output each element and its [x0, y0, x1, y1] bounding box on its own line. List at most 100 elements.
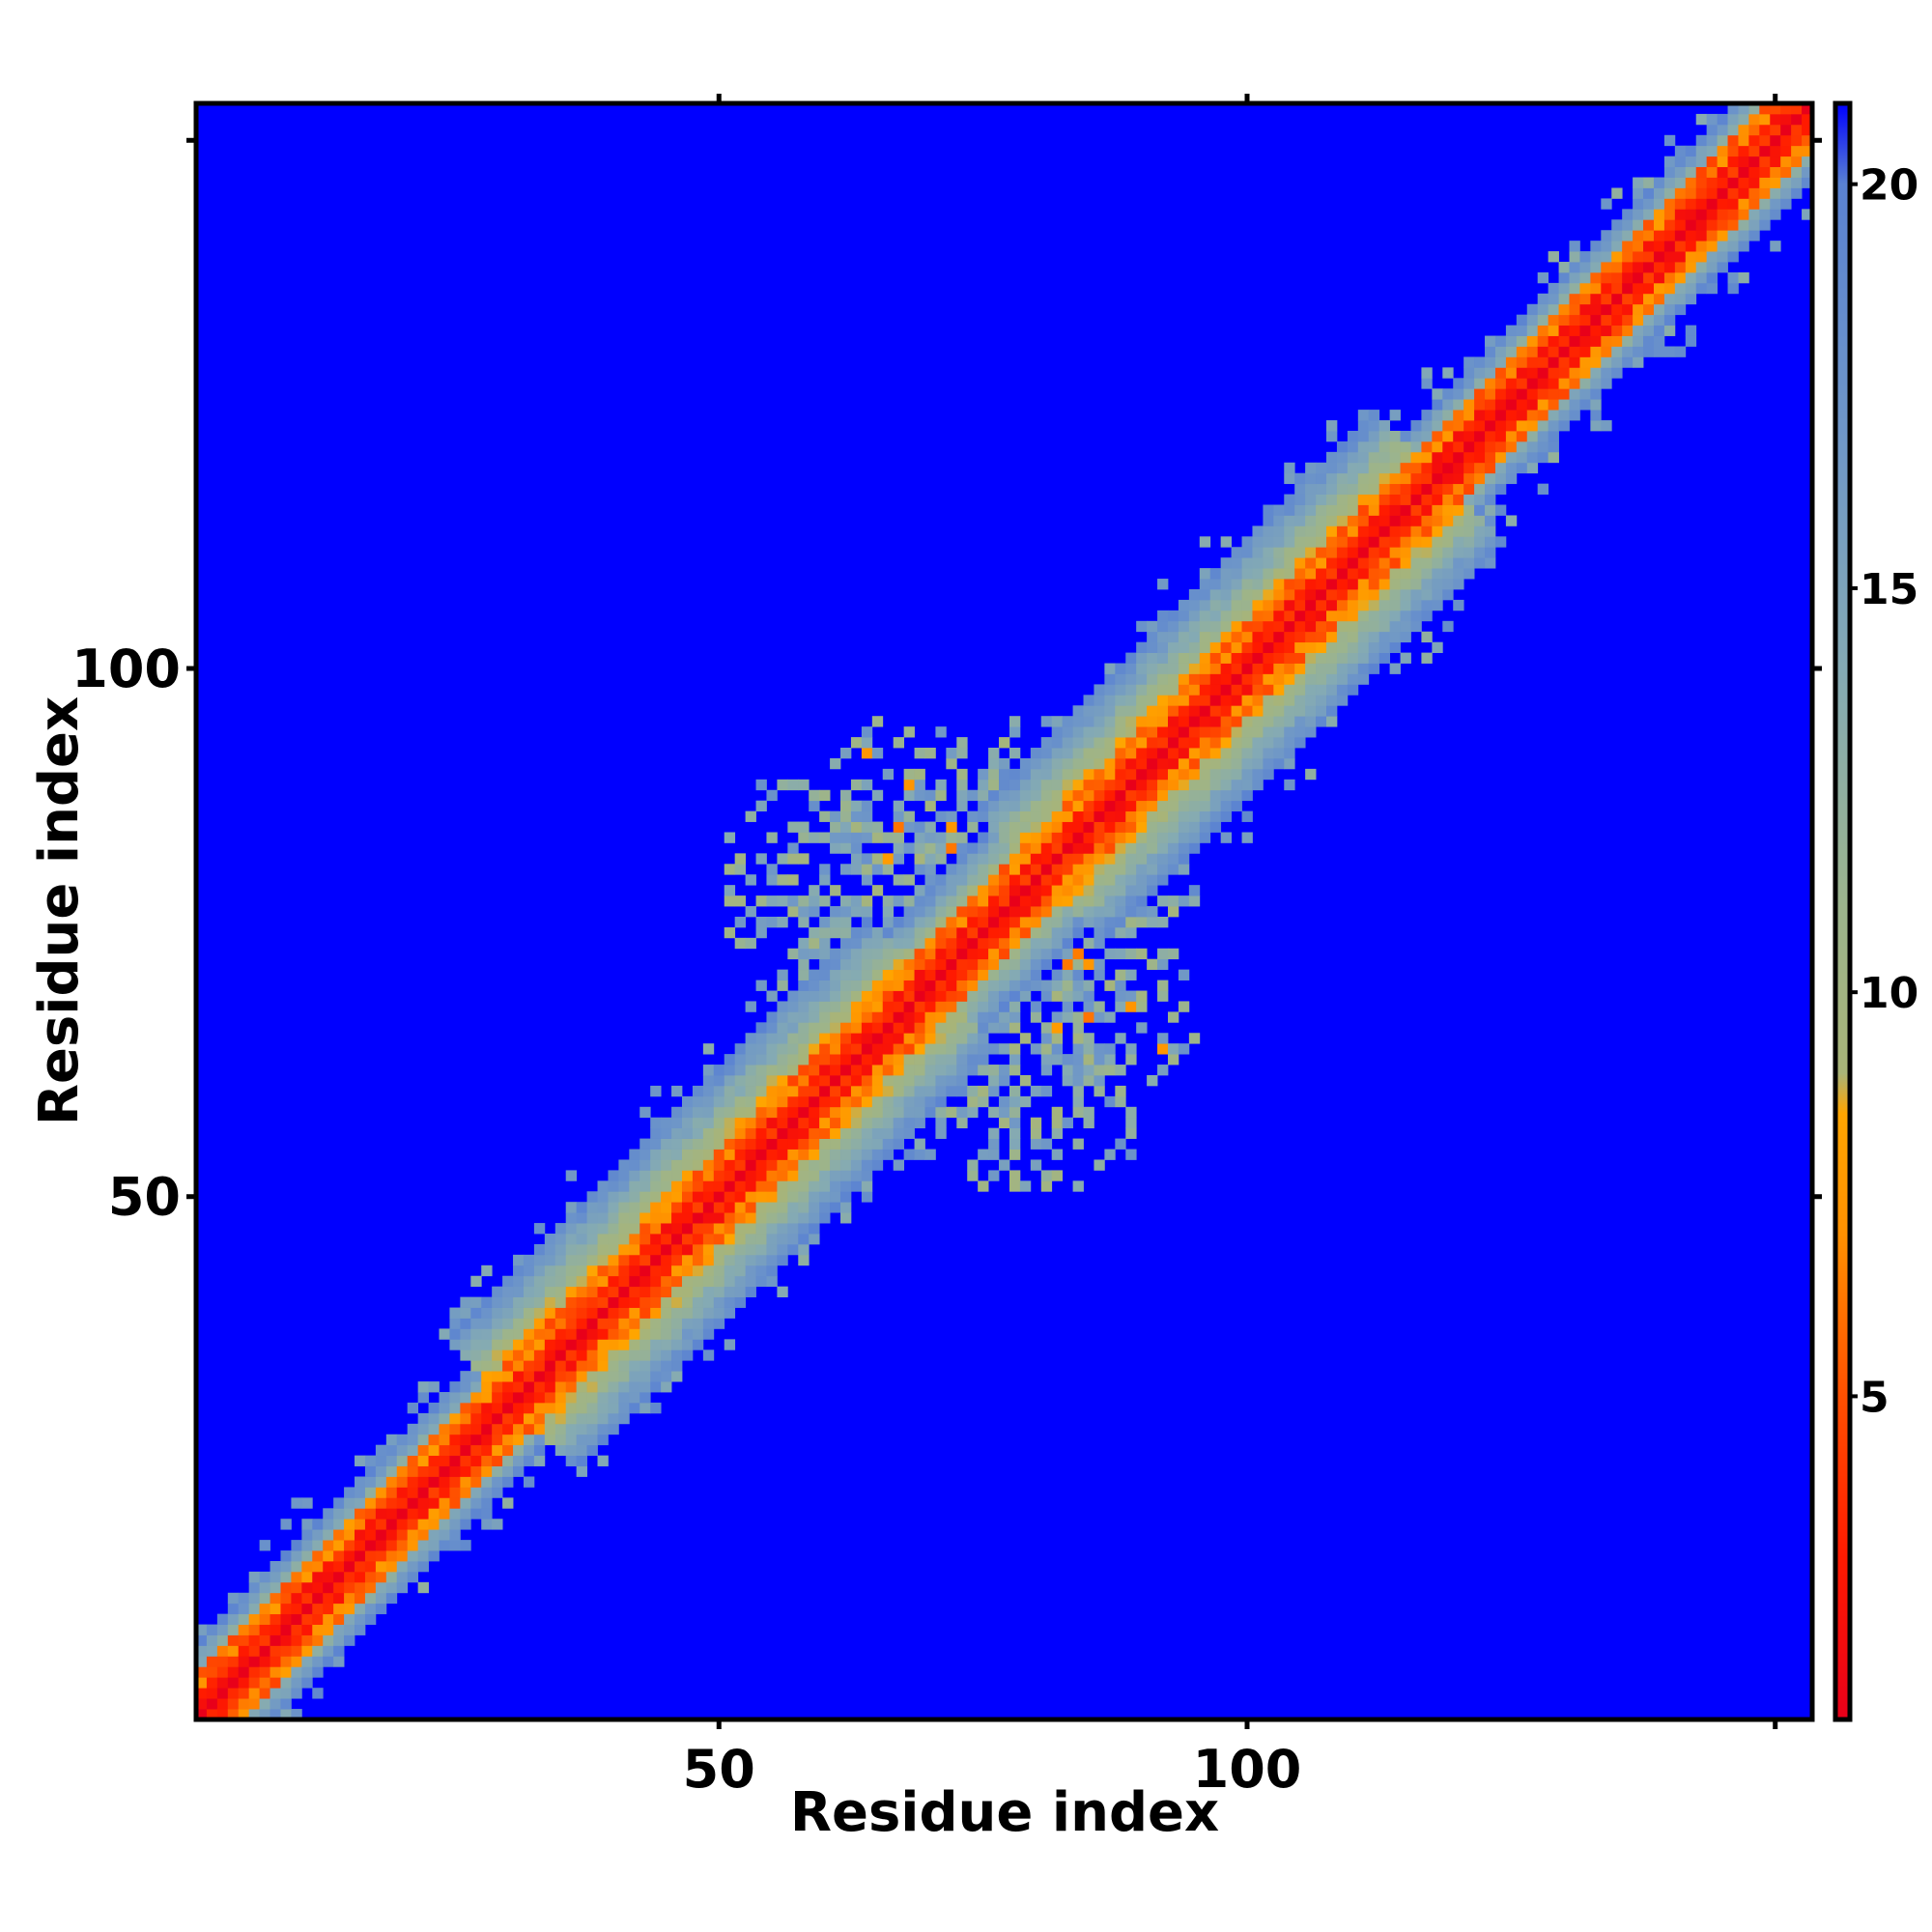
heatmap-cell — [1410, 536, 1422, 548]
heatmap-cell — [840, 937, 852, 950]
heatmap-cell — [597, 1223, 609, 1235]
heatmap-cell — [1432, 557, 1443, 569]
heatmap-cell — [1368, 440, 1380, 453]
heatmap-cell — [1136, 1022, 1148, 1034]
heatmap-cell — [956, 800, 968, 812]
heatmap-cell — [1526, 356, 1539, 368]
heatmap-cell — [755, 1149, 767, 1160]
heatmap-cell — [988, 926, 1000, 939]
heatmap-cell — [1083, 1033, 1094, 1044]
heatmap-cell — [1188, 779, 1201, 791]
heatmap-cell — [702, 1202, 715, 1213]
heatmap-cell — [702, 1350, 715, 1361]
heatmap-cell — [819, 1033, 831, 1044]
heatmap-cell — [871, 821, 884, 833]
heatmap-cell — [1410, 430, 1422, 442]
heatmap-cell — [1611, 356, 1623, 368]
heatmap-cell — [713, 1234, 725, 1245]
heatmap-cell — [1780, 198, 1792, 210]
heatmap-cell — [734, 1074, 746, 1087]
heatmap-cell — [1633, 282, 1644, 295]
heatmap-cell — [830, 958, 841, 971]
heatmap-cell — [1748, 103, 1760, 115]
heatmap-cell — [1653, 325, 1665, 336]
heatmap-cell — [1136, 832, 1148, 843]
heatmap-cell — [1336, 588, 1349, 601]
heatmap-cell — [481, 1465, 493, 1477]
heatmap-cell — [565, 1275, 578, 1288]
heatmap-cell — [312, 1560, 324, 1573]
heatmap-cell — [1220, 716, 1232, 727]
heatmap-cell — [1579, 282, 1591, 295]
heatmap-cell — [1188, 673, 1201, 685]
heatmap-cell — [375, 1519, 387, 1530]
heatmap-cell — [608, 1318, 619, 1329]
heatmap-cell — [1590, 325, 1602, 336]
heatmap-cell — [1094, 1001, 1105, 1012]
heatmap-cell — [460, 1487, 471, 1498]
heatmap-cell — [1051, 853, 1064, 865]
heatmap-cell — [1009, 800, 1021, 812]
heatmap-cell — [724, 832, 736, 843]
heatmap-cell — [1748, 145, 1760, 157]
heatmap-cell — [1167, 663, 1179, 674]
heatmap-cell — [639, 1392, 651, 1404]
heatmap-cell — [1284, 547, 1295, 558]
heatmap-cell — [988, 980, 1000, 991]
heatmap-cell — [650, 1402, 662, 1414]
heatmap-cell — [248, 1603, 260, 1615]
heatmap-cell — [1453, 557, 1464, 569]
heatmap-cell — [1410, 440, 1422, 453]
heatmap-cell — [1453, 526, 1464, 537]
heatmap-cell — [502, 1350, 514, 1361]
heatmap-cell — [1188, 832, 1201, 843]
heatmap-cell — [724, 1095, 736, 1108]
heatmap-cell — [914, 948, 925, 960]
heatmap-cell — [291, 1571, 302, 1583]
heatmap-cell — [407, 1560, 419, 1573]
heatmap-cell — [893, 948, 905, 960]
heatmap-cell — [1421, 599, 1433, 611]
heatmap-cell — [893, 926, 905, 939]
heatmap-cell — [882, 980, 895, 991]
heatmap-cell — [639, 1339, 651, 1350]
heatmap-cell — [1780, 103, 1792, 115]
heatmap-cell — [565, 1234, 578, 1245]
heatmap-cell — [1633, 251, 1644, 263]
heatmap-cell — [586, 1392, 598, 1404]
heatmap-cell — [1009, 748, 1021, 759]
heatmap-cell — [375, 1465, 387, 1477]
heatmap-cell — [1115, 895, 1126, 907]
heatmap-cell — [1357, 620, 1370, 633]
heatmap-cell — [1643, 346, 1655, 357]
heatmap-cell — [1188, 800, 1201, 812]
heatmap-cell — [1209, 568, 1222, 580]
heatmap-cell — [1663, 209, 1676, 220]
heatmap-cell — [798, 1117, 810, 1129]
heatmap-cell — [470, 1275, 482, 1288]
heatmap-cell — [798, 906, 810, 918]
heatmap-cell — [1389, 526, 1401, 537]
heatmap-cell — [323, 1519, 334, 1530]
heatmap-cell — [819, 1043, 831, 1055]
heatmap-cell — [1019, 779, 1032, 791]
heatmap-cell — [1326, 610, 1338, 622]
heatmap-cell — [1537, 420, 1549, 432]
heatmap-cell — [946, 1001, 957, 1012]
heatmap-cell — [1738, 241, 1749, 252]
heatmap-cell — [206, 1645, 218, 1657]
heatmap-cell — [713, 1170, 725, 1181]
heatmap-cell — [777, 1170, 788, 1181]
heatmap-cell — [745, 1127, 756, 1139]
heatmap-cell — [523, 1286, 535, 1298]
heatmap-cell — [364, 1455, 377, 1466]
heatmap-cell — [1590, 356, 1602, 368]
heatmap-cell — [882, 916, 895, 928]
heatmap-cell — [1009, 1043, 1021, 1055]
heatmap-cell — [999, 810, 1010, 822]
heatmap-cell — [1463, 378, 1475, 389]
heatmap-cell — [1030, 895, 1042, 907]
heatmap-cell — [1643, 187, 1655, 199]
heatmap-cell — [270, 1634, 281, 1646]
heatmap-cell — [956, 885, 968, 896]
